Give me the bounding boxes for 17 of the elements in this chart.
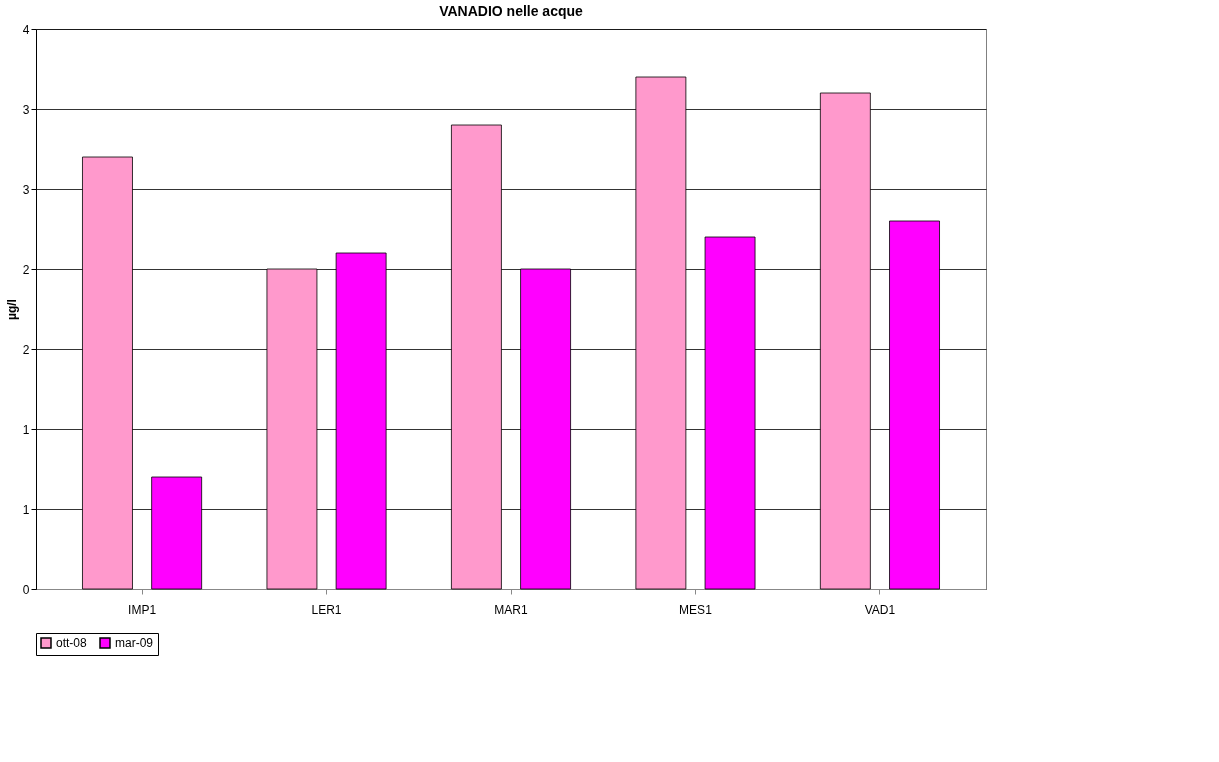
y-tick-label: 2	[22, 262, 30, 277]
y-tick-label: 1	[22, 422, 30, 437]
legend-label: mar-09	[115, 636, 154, 650]
x-tick-label: VAD1	[864, 602, 896, 617]
x-tick-label: MES1	[679, 602, 713, 617]
y-tick-label: 3	[22, 102, 30, 117]
y-tick-label: 3	[22, 182, 30, 197]
legend-label: ott-08	[56, 636, 88, 650]
y-tick-label: 1	[22, 502, 30, 517]
y-tick-label: 0	[22, 582, 30, 597]
x-tick-label: IMP1	[128, 602, 157, 617]
y-axis-title: µg/l	[4, 299, 19, 320]
chart-title: VANADIO nelle acque	[439, 3, 584, 19]
y-tick-label: 2	[22, 342, 30, 357]
x-tick-label: LER1	[311, 602, 342, 617]
x-tick-label: MAR1	[494, 602, 528, 617]
y-tick-label: 4	[22, 22, 30, 37]
